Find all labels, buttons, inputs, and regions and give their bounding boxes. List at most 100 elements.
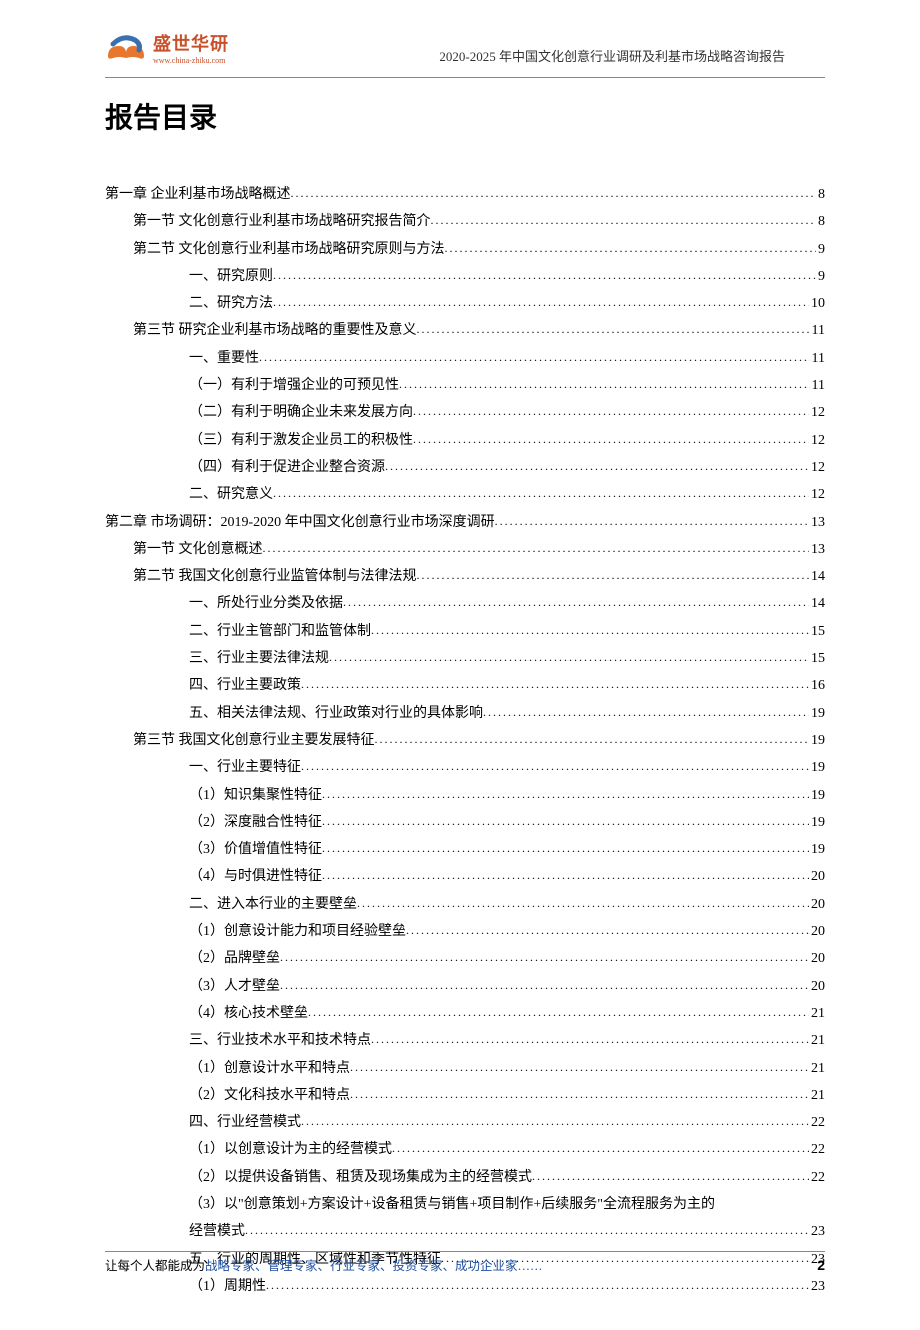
toc-label: 第三节 研究企业利基市场战略的重要性及意义 — [133, 317, 417, 344]
toc-leader-dots — [406, 919, 809, 942]
toc-page-number: 16 — [809, 672, 825, 699]
toc-leader-dots — [273, 482, 809, 505]
toc-leader-dots — [385, 455, 809, 478]
toc-page-number: 9 — [816, 263, 825, 290]
toc-label: 二、行业主管部门和监管体制 — [189, 618, 371, 645]
toc-page-number: 21 — [809, 1027, 825, 1054]
table-of-contents: 第一章 企业利基市场战略概述8第一节 文化创意行业利基市场战略研究报告简介8第二… — [105, 181, 825, 1300]
toc-label: 第三节 我国文化创意行业主要发展特征 — [133, 727, 375, 754]
toc-label: 四、行业经营模式 — [189, 1109, 301, 1136]
toc-label: （3）以"创意策划+方案设计+设备租赁与销售+项目制作+后续服务"全流程服务为主… — [189, 1191, 825, 1218]
logo: 盛世华研 www.china-zhiku.com — [105, 30, 229, 65]
toc-page-number: 19 — [809, 727, 825, 754]
toc-label: （2）深度融合性特征 — [189, 809, 322, 836]
toc-page-number: 11 — [810, 372, 825, 399]
toc-label: 第一章 企业利基市场战略概述 — [105, 181, 291, 208]
toc-leader-dots — [280, 946, 809, 969]
logo-text-main: 盛世华研 — [153, 30, 229, 56]
toc-page-number: 8 — [816, 181, 825, 208]
header-divider — [105, 77, 825, 78]
toc-leader-dots — [532, 1165, 809, 1188]
toc-label: （2）品牌壁垒 — [189, 945, 280, 972]
toc-leader-dots — [413, 400, 809, 423]
toc-entry: 第二章 市场调研：2019-2020 年中国文化创意行业市场深度调研13 — [105, 509, 825, 536]
toc-page-number: 14 — [809, 563, 825, 590]
toc-entry: 三、行业技术水平和技术特点 21 — [105, 1027, 825, 1054]
toc-label: （3）价值增值性特征 — [189, 836, 322, 863]
toc-label: 五、相关法律法规、行业政策对行业的具体影响 — [189, 700, 483, 727]
toc-page-number: 22 — [809, 1164, 825, 1191]
toc-label: （4）与时俱进性特征 — [189, 863, 322, 890]
toc-page-number: 22 — [809, 1136, 825, 1163]
toc-entry: 第一节 文化创意概述13 — [105, 536, 825, 563]
toc-page-number: 15 — [809, 645, 825, 672]
toc-entry: （2）以提供设备销售、租赁及现场集成为主的经营模式 22 — [105, 1164, 825, 1191]
toc-leader-dots — [266, 1274, 809, 1297]
logo-text-sub: www.china-zhiku.com — [153, 56, 229, 65]
logo-text: 盛世华研 www.china-zhiku.com — [153, 30, 229, 65]
toc-page-number: 10 — [809, 290, 825, 317]
toc-entry: 二、研究方法 10 — [105, 290, 825, 317]
toc-leader-dots — [371, 619, 809, 642]
toc-entry: 一、研究原则9 — [105, 263, 825, 290]
toc-entry: （1）周期性23 — [105, 1273, 825, 1300]
toc-label: 二、研究方法 — [189, 290, 273, 317]
toc-page-number: 21 — [809, 1000, 825, 1027]
toc-entry: （2）文化科技水平和特点21 — [105, 1082, 825, 1109]
toc-page-number: 19 — [809, 782, 825, 809]
toc-leader-dots — [417, 318, 810, 341]
toc-leader-dots — [413, 428, 809, 451]
toc-entry: 二、进入本行业的主要壁垒 20 — [105, 891, 825, 918]
toc-entry-multiline: （3）以"创意策划+方案设计+设备租赁与销售+项目制作+后续服务"全流程服务为主… — [105, 1191, 825, 1246]
toc-entry: 第三节 我国文化创意行业主要发展特征 19 — [105, 727, 825, 754]
toc-entry: 第二节 文化创意行业利基市场战略研究原则与方法9 — [105, 236, 825, 263]
toc-label: （2）文化科技水平和特点 — [189, 1082, 350, 1109]
toc-leader-dots — [259, 346, 810, 369]
toc-page-number: 21 — [809, 1055, 825, 1082]
toc-page-number: 20 — [809, 891, 825, 918]
toc-entry: 一、行业主要特征19 — [105, 754, 825, 781]
toc-entry: （3）人才壁垒 20 — [105, 973, 825, 1000]
toc-label: （二）有利于明确企业未来发展方向 — [189, 399, 413, 426]
toc-entry: （1）创意设计能力和项目经验壁垒20 — [105, 918, 825, 945]
page-title: 报告目录 — [105, 96, 825, 136]
toc-leader-dots — [291, 182, 817, 205]
toc-label: （1）知识集聚性特征 — [189, 782, 322, 809]
toc-page-number: 19 — [809, 754, 825, 781]
toc-leader-dots — [322, 783, 809, 806]
footer-text-main: 战略专家、管理专家、行业专家、投资专家、成功企业家…… — [205, 1255, 543, 1274]
toc-page-number: 12 — [809, 427, 825, 454]
toc-label: （2）以提供设备销售、租赁及现场集成为主的经营模式 — [189, 1164, 532, 1191]
toc-page-number: 12 — [809, 454, 825, 481]
toc-page-number: 20 — [809, 918, 825, 945]
toc-leader-dots — [322, 810, 809, 833]
toc-entry: 第一节 文化创意行业利基市场战略研究报告简介8 — [105, 208, 825, 235]
toc-leader-dots — [399, 373, 810, 396]
toc-entry: 四、行业经营模式22 — [105, 1109, 825, 1136]
toc-label: （3）人才壁垒 — [189, 973, 280, 1000]
toc-label: （四）有利于促进企业整合资源 — [189, 454, 385, 481]
toc-leader-dots — [329, 646, 809, 669]
toc-label: （1）创意设计水平和特点 — [189, 1055, 350, 1082]
toc-leader-dots — [343, 591, 809, 614]
toc-leader-dots — [375, 728, 810, 751]
toc-entry: （3）价值增值性特征19 — [105, 836, 825, 863]
toc-page-number: 20 — [809, 973, 825, 1000]
footer-page-number: 2 — [817, 1257, 825, 1273]
toc-label: 第一节 文化创意行业利基市场战略研究报告简介 — [133, 208, 431, 235]
page-footer: 让每个人都能成为 战略专家、管理专家、行业专家、投资专家、成功企业家…… 2 — [105, 1255, 825, 1274]
toc-leader-dots — [357, 892, 809, 915]
toc-label: 二、进入本行业的主要壁垒 — [189, 891, 357, 918]
toc-leader-dots — [273, 264, 816, 287]
toc-label: 第二章 市场调研：2019-2020 年中国文化创意行业市场深度调研 — [105, 509, 495, 536]
toc-leader-dots — [273, 291, 809, 314]
toc-label: 第一节 文化创意概述 — [133, 536, 263, 563]
toc-leader-dots — [301, 755, 809, 778]
toc-entry: 二、行业主管部门和监管体制15 — [105, 618, 825, 645]
toc-page-number: 11 — [810, 345, 825, 372]
toc-leader-dots — [483, 701, 809, 724]
toc-leader-dots — [301, 1110, 809, 1133]
toc-page-number: 12 — [809, 399, 825, 426]
toc-label: 三、行业技术水平和技术特点 — [189, 1027, 371, 1054]
toc-leader-dots — [371, 1028, 809, 1051]
